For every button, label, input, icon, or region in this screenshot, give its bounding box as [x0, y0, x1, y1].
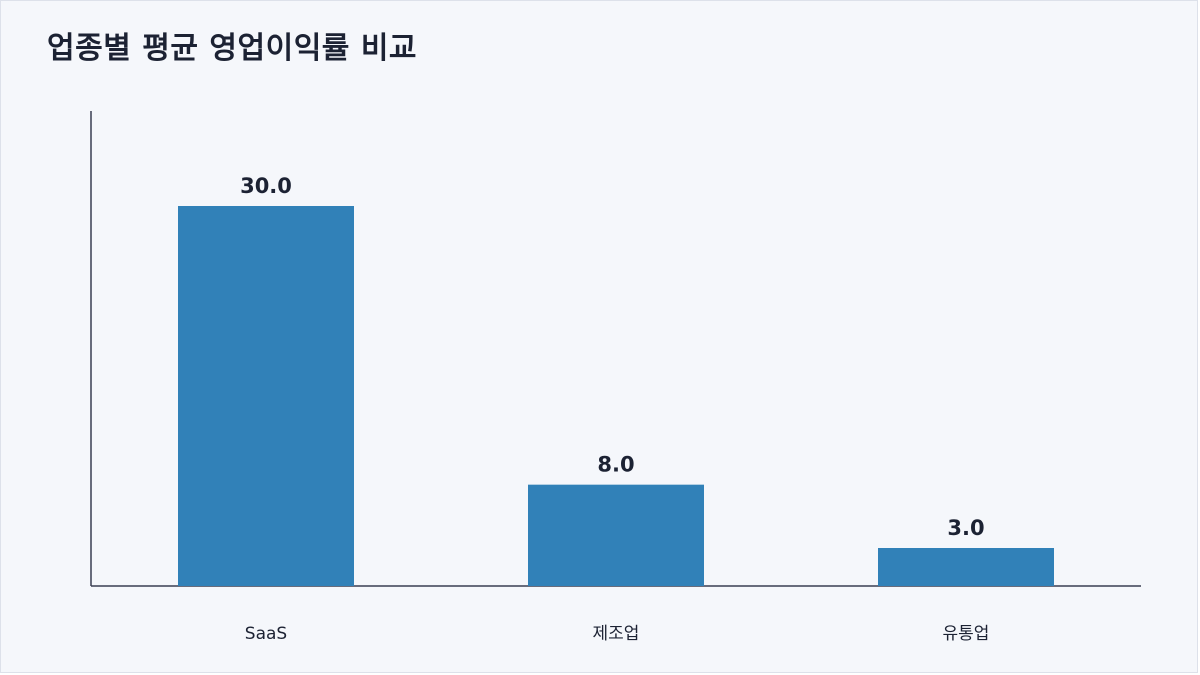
bar-2 — [878, 548, 1054, 586]
bar-1 — [528, 484, 704, 586]
x-tick-label: 유통업 — [943, 624, 990, 644]
bar-0 — [178, 206, 354, 586]
bar-group: 30.0 SaaS 8.0 제조업 3.0 유통업 — [178, 174, 1054, 644]
bar-value-label: 3.0 — [947, 516, 984, 540]
x-tick-label: SaaS — [245, 624, 287, 644]
bar-value-label: 30.0 — [240, 174, 292, 198]
chart-title: 업종별 평균 영업이익률 비교 — [47, 31, 418, 66]
x-tick-label: 제조업 — [593, 624, 640, 644]
bar-value-label: 8.0 — [597, 453, 634, 477]
